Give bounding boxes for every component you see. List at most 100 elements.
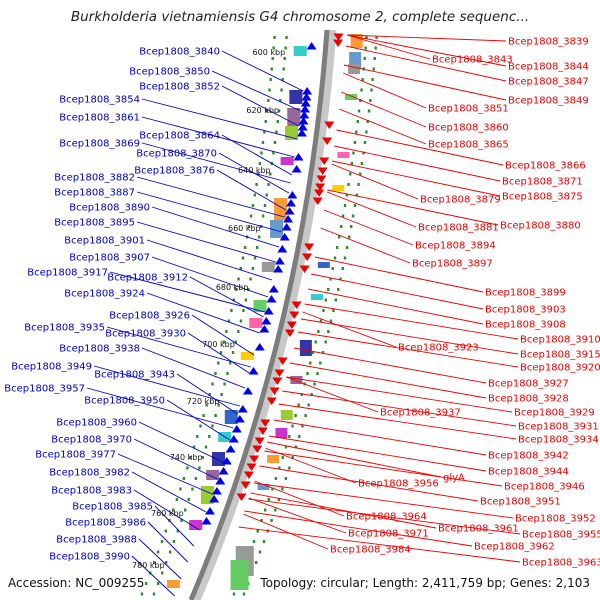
track-dot [152,561,156,564]
track-dot [353,141,357,144]
track-dot [319,319,323,323]
leader-line-bcep1808_3928 [289,362,487,399]
track-dot [256,529,259,533]
track-dot [262,540,266,543]
track-dot [258,550,262,554]
track-dot [291,424,294,428]
leader-line-bcep1808_3843 [346,34,431,60]
track-dot [324,298,328,302]
reverse-arrow [312,197,323,205]
track-dot [140,592,144,596]
gene-label-bcep1808_3961: Bcep1808_3961 [438,524,519,535]
track-dot [164,529,167,533]
track-dot [229,361,232,365]
track-dot [258,162,262,165]
track-dot [214,414,217,417]
feature-block-reverse [275,428,288,438]
track-dot [202,414,205,417]
track-dot [284,477,288,480]
track-dot [249,277,252,281]
track-dot [211,424,214,428]
leader-line-bcep1808_3920 [297,331,519,368]
track-dot [319,361,322,365]
track-dot [343,256,347,260]
track-dot [267,498,271,501]
gene-label-bcep1808_3895: Bcep1808_3895 [54,218,135,229]
leader-line-bcep1808_3907 [151,256,269,298]
track-dot [316,372,319,375]
track-dot [249,214,253,218]
track-dot [205,403,208,407]
kbp-tick-label: 620 kbp [246,106,279,115]
track-dot [332,309,335,312]
gene-label-bcep1808_3851: Bcep1808_3851 [428,104,509,115]
leader-line-bcep1808_3844 [346,34,507,67]
leader-line-bcep1808_3963 [238,526,521,563]
track-dot [349,225,353,228]
leader-line-bcep1808_3899 [314,256,484,293]
track-dot [334,298,338,302]
reverse-arrow [299,265,310,273]
track-dot [360,88,363,92]
forward-arrow [234,415,245,423]
gene-label-bcep1808_3938: Bcep1808_3938 [59,344,140,355]
gene-label-bcep1808_3920: Bcep1808_3920 [520,363,600,374]
forward-arrow [299,111,310,119]
track-dot [172,508,175,512]
track-dot [208,435,211,438]
track-dot [242,309,245,312]
forward-arrow [228,435,239,443]
track-dot [232,298,236,302]
track-dot [371,78,374,81]
gene-label-bcep1808_3923: Bcep1808_3923 [398,343,479,354]
track-dot [322,309,325,312]
track-dot [244,298,248,302]
track-dot [239,319,243,323]
gene-label-bcep1808_3860: Bcep1808_3860 [428,123,509,134]
feature-block-forward [166,580,180,588]
track-dot [349,172,352,176]
forward-arrow [281,223,292,231]
gene-label-bcep1808_3934: Bcep1808_3934 [518,435,599,446]
track-dot [230,309,233,312]
feature-block-forward [206,470,220,480]
forward-arrow [248,367,259,375]
leader-line-bcep1808_3861 [141,116,295,158]
gene-label-bcep1808_3899: Bcep1808_3899 [485,288,566,299]
leader-line-bcep1808_3894 [323,209,414,246]
track-dot [260,519,263,522]
track-dot [339,277,342,281]
leader-line-bcep1808_3897 [320,227,411,264]
leader-line-bcep1808_3988 [138,538,182,580]
track-dot [288,435,291,438]
gene-label-bcep1808_3985: Bcep1808_3985 [72,502,153,513]
gene-label-bcep1808_3942: Bcep1808_3942 [488,451,569,462]
track-dot [355,193,359,197]
gene-label-bcep1808_3990: Bcep1808_3990 [49,552,130,563]
forward-arrow [205,507,216,515]
track-dot [252,540,256,543]
gene-label-bcep1808_3882: Bcep1808_3882 [54,173,135,184]
gene-label-bcep1808_3977: Bcep1808_3977 [35,450,116,461]
feature-block-reverse [344,94,357,100]
track-dot [365,130,368,134]
label-leader-lines [86,34,521,597]
gene-label-bcep1808_3917: Bcep1808_3917 [27,268,108,279]
forward-arrow [225,445,236,453]
forward-arrow [268,285,279,293]
feature-block-forward [240,352,254,360]
leader-line-bcep1808_3935 [106,326,251,368]
gene-label-bcep1808_3926: Bcep1808_3926 [109,311,190,322]
forward-arrow [296,129,307,137]
gene-label-bcep1808_3865: Bcep1808_3865 [428,140,509,151]
track-dot [360,162,364,165]
reverse-arrow [333,39,344,47]
gene-label-bcep1808_3970: Bcep1808_3970 [51,435,132,446]
leader-line-bcep1808_3865 [338,108,427,145]
gene-arrows [201,33,344,525]
track-dot [184,508,187,512]
track-dot [270,519,273,522]
track-dot [247,225,251,228]
track-dot [337,288,340,291]
